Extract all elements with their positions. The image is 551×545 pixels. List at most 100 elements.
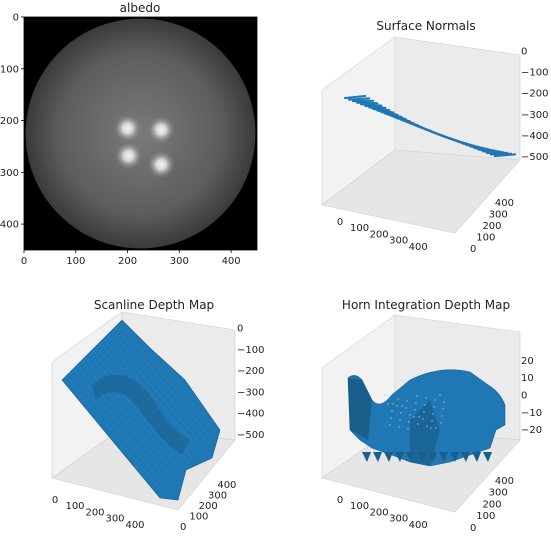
y-tick-label: 300	[208, 491, 227, 502]
hn-speckle	[443, 401, 445, 403]
z-tick-label: 10	[521, 373, 534, 384]
hn-speckle	[387, 403, 389, 405]
z-tick-label: −400	[237, 409, 264, 420]
scanline-title: Scanline Depth Map	[94, 298, 214, 312]
y-tick-label: 300	[489, 488, 508, 499]
hn-speckle	[398, 426, 400, 428]
x-tick-label: 400	[409, 520, 428, 531]
y-tick-label: 100	[476, 232, 495, 243]
y-tick-label: 100	[189, 512, 208, 523]
albedo-frame	[23, 16, 258, 251]
hn-speckle	[399, 419, 401, 421]
hn-spike	[406, 452, 415, 462]
y-tick-label: 0	[180, 522, 186, 533]
surface-normals-points	[343, 94, 517, 158]
hn-speckle	[389, 424, 391, 426]
albedo-title: albedo	[120, 1, 161, 15]
y-tick-label: 200	[482, 499, 501, 510]
y-tick-label: 200	[199, 501, 218, 512]
hn-spike	[384, 452, 393, 462]
hn-speckle	[442, 408, 444, 410]
z-tick-label: 20	[521, 356, 534, 367]
horn-panel: Horn Integration Depth Map 0100200300400…	[321, 298, 542, 534]
hn-spike	[472, 452, 481, 462]
hn-speckle	[408, 421, 410, 423]
hn-speckle	[397, 398, 399, 400]
hn-speckle	[406, 400, 408, 402]
z-tick-label: −200	[237, 366, 264, 377]
hn-spike	[439, 452, 448, 462]
y-tick-label: 400	[495, 198, 514, 209]
y-tick-label: 200	[482, 221, 501, 232]
hn-speckle	[416, 395, 418, 397]
hn-speckle	[391, 410, 393, 412]
albedo-x-tick-label: 200	[118, 256, 137, 267]
y-tick-label: 0	[470, 523, 476, 534]
sl-mesh-line	[69, 328, 131, 391]
hn-speckle	[388, 396, 390, 398]
hn-speckle	[405, 407, 407, 409]
hn-speckle	[432, 413, 434, 415]
hn-speckle	[390, 417, 392, 419]
hn-speckle	[401, 405, 403, 407]
x-tick-label: 300	[105, 514, 124, 525]
sn-point	[380, 104, 383, 107]
albedo-highlight	[147, 115, 176, 144]
hn-speckle	[435, 427, 437, 429]
sn-point	[363, 94, 367, 98]
hn-speckle	[439, 394, 441, 396]
albedo-panel: albedo 0 100 200 300 400 0 100 200 300 400	[0, 1, 258, 267]
y-tick-label: 100	[476, 511, 495, 522]
albedo-highlight	[113, 114, 142, 143]
hn-speckle	[400, 412, 402, 414]
hn-spike	[461, 452, 470, 462]
hn-speckle	[434, 399, 436, 401]
albedo-highlight	[114, 141, 143, 170]
z-tick-label: −20	[521, 425, 542, 436]
x-tick-label: 100	[350, 501, 369, 512]
horn-title: Horn Integration Depth Map	[342, 298, 510, 312]
surface-normals-title: Surface Normals	[376, 19, 475, 33]
sn-point	[376, 102, 379, 105]
x-tick-label: 0	[337, 495, 343, 506]
hn-speckle	[396, 405, 398, 407]
horn-surface	[347, 369, 506, 467]
x-tick-label: 400	[409, 242, 428, 253]
z-tick-label: 0	[521, 46, 527, 57]
albedo-highlight	[147, 150, 176, 179]
x-tick-label: 100	[65, 501, 84, 512]
hn-speckle	[424, 404, 426, 406]
x-tick-label: 0	[337, 217, 343, 228]
sn-point	[368, 97, 371, 100]
hn-speckle	[433, 406, 435, 408]
hn-speckle	[392, 403, 394, 405]
z-tick-label: 0	[521, 391, 527, 402]
z-tick-label: −300	[521, 110, 548, 121]
sn-floor-pane	[321, 149, 521, 234]
x-tick-label: 100	[350, 223, 369, 234]
hn-left-lobe	[348, 378, 372, 440]
hn-speckle	[418, 416, 420, 418]
albedo-x-tick-label: 300	[170, 256, 189, 267]
albedo-x-tick-label: 100	[66, 256, 85, 267]
x-tick-label: 200	[370, 229, 389, 240]
z-tick-label: −300	[237, 387, 264, 398]
albedo-x-tick-label: 0	[21, 256, 27, 267]
hn-spike	[417, 452, 426, 462]
hn-speckle	[426, 425, 428, 427]
sn-point	[513, 153, 517, 156]
albedo-y-tick-label: 0	[13, 13, 19, 24]
z-tick-label: −500	[237, 430, 264, 441]
z-tick-label: 0	[237, 324, 243, 335]
z-tick-label: −100	[237, 345, 264, 356]
albedo-x-tick-label: 400	[222, 256, 241, 267]
hn-spike	[395, 452, 404, 462]
hn-speckle	[415, 402, 417, 404]
z-tick-label: −100	[521, 68, 548, 79]
albedo-y-tick-label: 300	[0, 168, 19, 179]
sn-point	[372, 99, 375, 102]
z-tick-label: −400	[521, 131, 548, 142]
x-tick-label: 300	[389, 236, 408, 247]
hn-spike	[362, 452, 371, 462]
